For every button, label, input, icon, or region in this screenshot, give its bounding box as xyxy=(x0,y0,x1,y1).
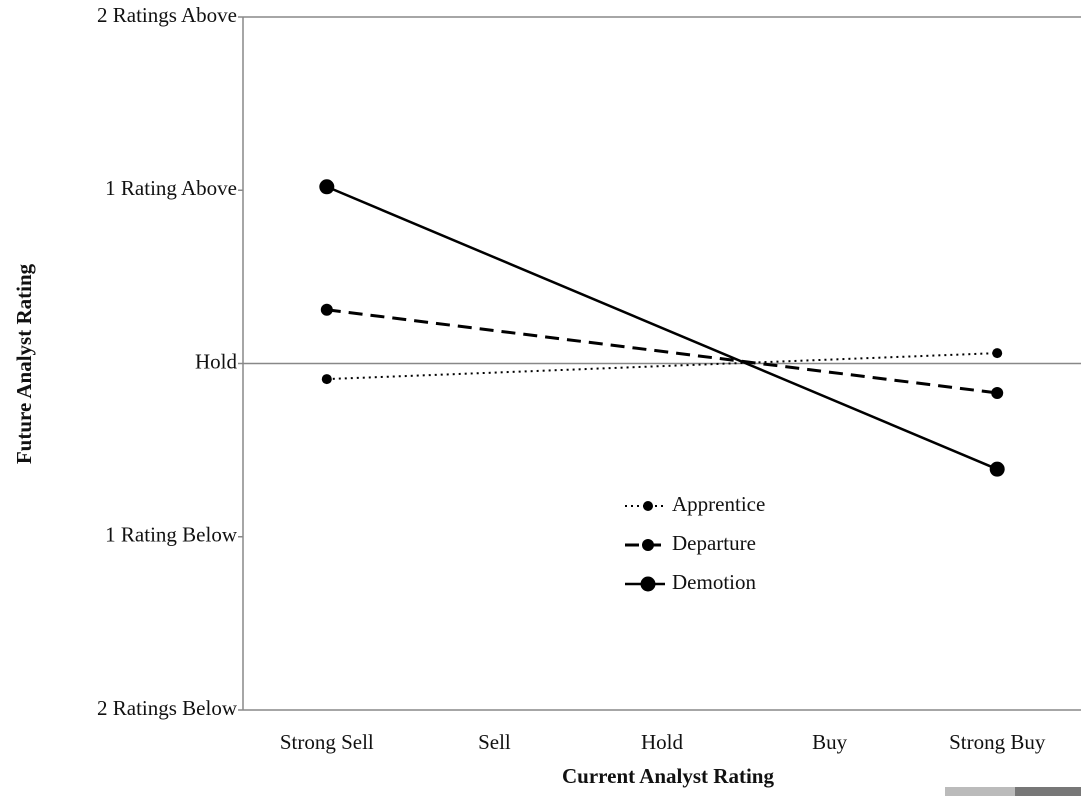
x-axis-label: Current Analyst Rating xyxy=(562,764,774,788)
y-tick-label: Hold xyxy=(195,349,238,373)
series-line xyxy=(326,308,998,395)
legend-marker xyxy=(643,501,653,511)
x-tick-label: Strong Buy xyxy=(949,730,1046,754)
point xyxy=(319,179,335,195)
y-tick-label: 2 Ratings Below xyxy=(97,696,238,720)
series-line xyxy=(326,185,998,471)
legend-label: Departure xyxy=(672,531,756,555)
x-tick-label: Strong Sell xyxy=(280,730,374,754)
x-tick-label: Hold xyxy=(641,730,684,754)
decoration xyxy=(1015,787,1081,796)
point xyxy=(320,303,333,316)
series-line xyxy=(326,352,998,381)
x-tick-label: Sell xyxy=(478,730,511,754)
point xyxy=(991,386,1004,399)
y-tick-label: 1 Rating Above xyxy=(105,176,237,200)
decoration xyxy=(945,787,1015,796)
legend-marker xyxy=(642,539,654,551)
point xyxy=(321,374,332,385)
point xyxy=(992,348,1003,359)
y-tick-label: 2 Ratings Above xyxy=(97,3,237,27)
legend-marker xyxy=(640,576,656,592)
y-tick-label: 1 Rating Below xyxy=(105,523,238,547)
point xyxy=(989,461,1005,477)
x-tick-label: Buy xyxy=(812,730,848,754)
legend-label: Demotion xyxy=(672,570,756,594)
legend-label: Apprentice xyxy=(672,492,765,516)
y-axis-label: Future Analyst Rating xyxy=(12,263,36,464)
